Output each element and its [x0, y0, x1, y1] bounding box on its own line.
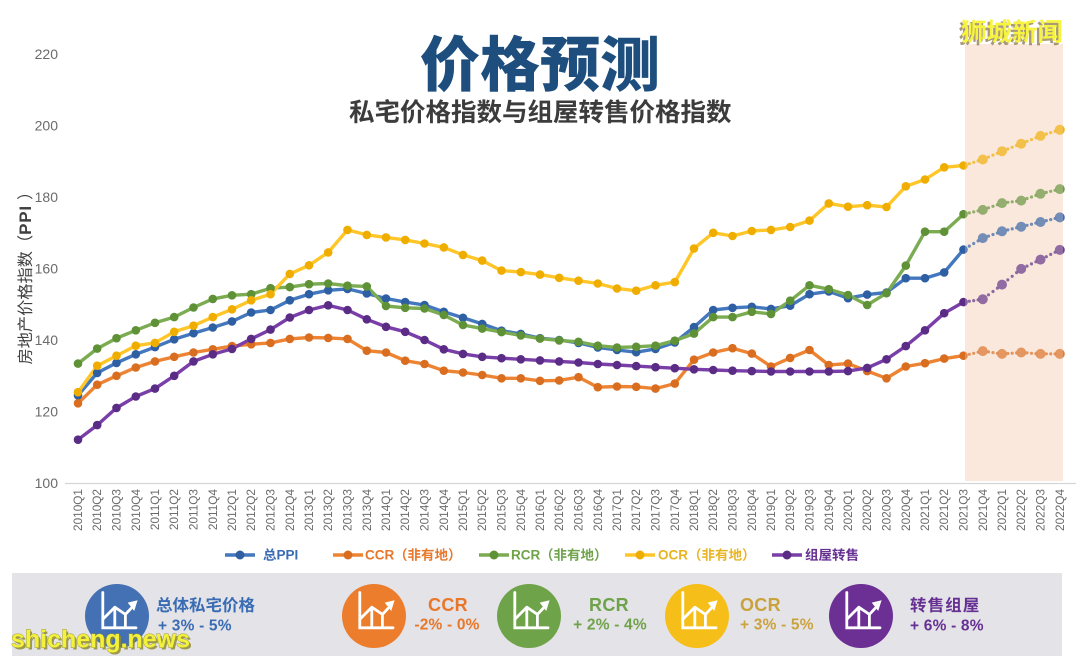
svg-text:2012Q3: 2012Q3	[264, 489, 278, 531]
svg-text:2010Q1: 2010Q1	[71, 489, 85, 531]
svg-text:2021Q3: 2021Q3	[957, 489, 971, 531]
svg-text:2010Q3: 2010Q3	[110, 489, 124, 531]
svg-text:2011Q3: 2011Q3	[187, 489, 201, 531]
svg-text:2014Q4: 2014Q4	[437, 489, 451, 531]
svg-text:2015Q1: 2015Q1	[456, 489, 470, 531]
svg-text:2018Q4: 2018Q4	[745, 489, 759, 531]
svg-text:2022Q2: 2022Q2	[1014, 489, 1028, 531]
svg-text:2011Q4: 2011Q4	[206, 489, 220, 531]
svg-text:200: 200	[35, 117, 59, 133]
svg-text:160: 160	[35, 260, 59, 276]
svg-text:180: 180	[35, 189, 59, 205]
svg-text:2014Q3: 2014Q3	[418, 489, 432, 531]
svg-text:+ 6% - 8%: + 6% - 8%	[910, 618, 984, 635]
svg-text:2012Q2: 2012Q2	[244, 489, 258, 531]
svg-text:2020Q4: 2020Q4	[899, 489, 913, 531]
svg-text:2016Q3: 2016Q3	[572, 489, 586, 531]
svg-text:2018Q3: 2018Q3	[726, 489, 740, 531]
svg-text:140: 140	[35, 332, 59, 348]
svg-text:2010Q4: 2010Q4	[129, 489, 143, 531]
svg-text:2016Q1: 2016Q1	[533, 489, 547, 531]
svg-text:2021Q4: 2021Q4	[976, 489, 990, 531]
svg-text:shicheng.news: shicheng.news	[13, 628, 192, 656]
svg-text:CCR: CCR	[365, 548, 394, 563]
svg-text:+ 2% - 4%: + 2% - 4%	[573, 617, 647, 634]
svg-text:CCR: CCR	[428, 595, 468, 615]
svg-text:OCR: OCR	[658, 548, 688, 563]
svg-text:2017Q4: 2017Q4	[668, 489, 682, 531]
svg-text:2013Q1: 2013Q1	[302, 489, 316, 531]
svg-text:2011Q2: 2011Q2	[167, 489, 181, 530]
svg-text:2015Q3: 2015Q3	[495, 489, 509, 531]
svg-text:2016Q4: 2016Q4	[591, 489, 605, 531]
svg-text:2012Q4: 2012Q4	[283, 489, 297, 531]
svg-text:2021Q1: 2021Q1	[918, 489, 932, 531]
svg-text:220: 220	[35, 46, 59, 62]
svg-text:+ 3% - 5%: + 3% - 5%	[158, 618, 232, 635]
svg-text:2018Q1: 2018Q1	[687, 489, 701, 531]
svg-text:-2% - 0%: -2% - 0%	[414, 617, 479, 634]
svg-text:+ 3% - 5%: + 3% - 5%	[740, 617, 814, 634]
svg-text:2019Q3: 2019Q3	[803, 489, 817, 531]
svg-text:2020Q2: 2020Q2	[860, 489, 874, 531]
svg-text:2022Q1: 2022Q1	[995, 489, 1009, 531]
svg-text:2016Q2: 2016Q2	[552, 489, 566, 531]
svg-text:shicheng.news: shicheng.news	[11, 626, 190, 654]
svg-text:2022Q4: 2022Q4	[1053, 489, 1067, 531]
svg-text:OCR: OCR	[740, 595, 781, 615]
svg-text:2018Q2: 2018Q2	[706, 489, 720, 531]
svg-text:2015Q2: 2015Q2	[475, 489, 489, 531]
svg-text:2017Q2: 2017Q2	[629, 489, 643, 531]
svg-text:2013Q2: 2013Q2	[321, 489, 335, 531]
svg-text:2019Q4: 2019Q4	[822, 489, 836, 531]
svg-text:2012Q1: 2012Q1	[225, 489, 239, 531]
svg-text:2019Q2: 2019Q2	[783, 489, 797, 531]
svg-text:PPI: PPI	[16, 205, 35, 235]
svg-text:2015Q4: 2015Q4	[514, 489, 528, 531]
svg-text:RCR: RCR	[511, 548, 540, 563]
svg-text:2013Q3: 2013Q3	[341, 489, 355, 531]
svg-text:2020Q1: 2020Q1	[841, 489, 855, 531]
svg-text:2014Q1: 2014Q1	[379, 489, 393, 531]
svg-text:120: 120	[35, 403, 59, 419]
svg-text:2022Q3: 2022Q3	[1034, 489, 1048, 531]
svg-text:2020Q3: 2020Q3	[880, 489, 894, 531]
svg-text:2021Q2: 2021Q2	[937, 489, 951, 531]
svg-text:2011Q1: 2011Q1	[148, 489, 162, 530]
svg-text:100: 100	[35, 475, 59, 491]
svg-text:PPI: PPI	[277, 548, 299, 563]
svg-text:2014Q2: 2014Q2	[398, 489, 412, 531]
svg-text:2013Q4: 2013Q4	[360, 489, 374, 531]
svg-text:RCR: RCR	[589, 595, 629, 615]
svg-text:2010Q2: 2010Q2	[90, 489, 104, 531]
svg-text:2019Q1: 2019Q1	[764, 489, 778, 531]
svg-text:2017Q1: 2017Q1	[610, 489, 624, 531]
svg-text:2017Q3: 2017Q3	[649, 489, 663, 531]
